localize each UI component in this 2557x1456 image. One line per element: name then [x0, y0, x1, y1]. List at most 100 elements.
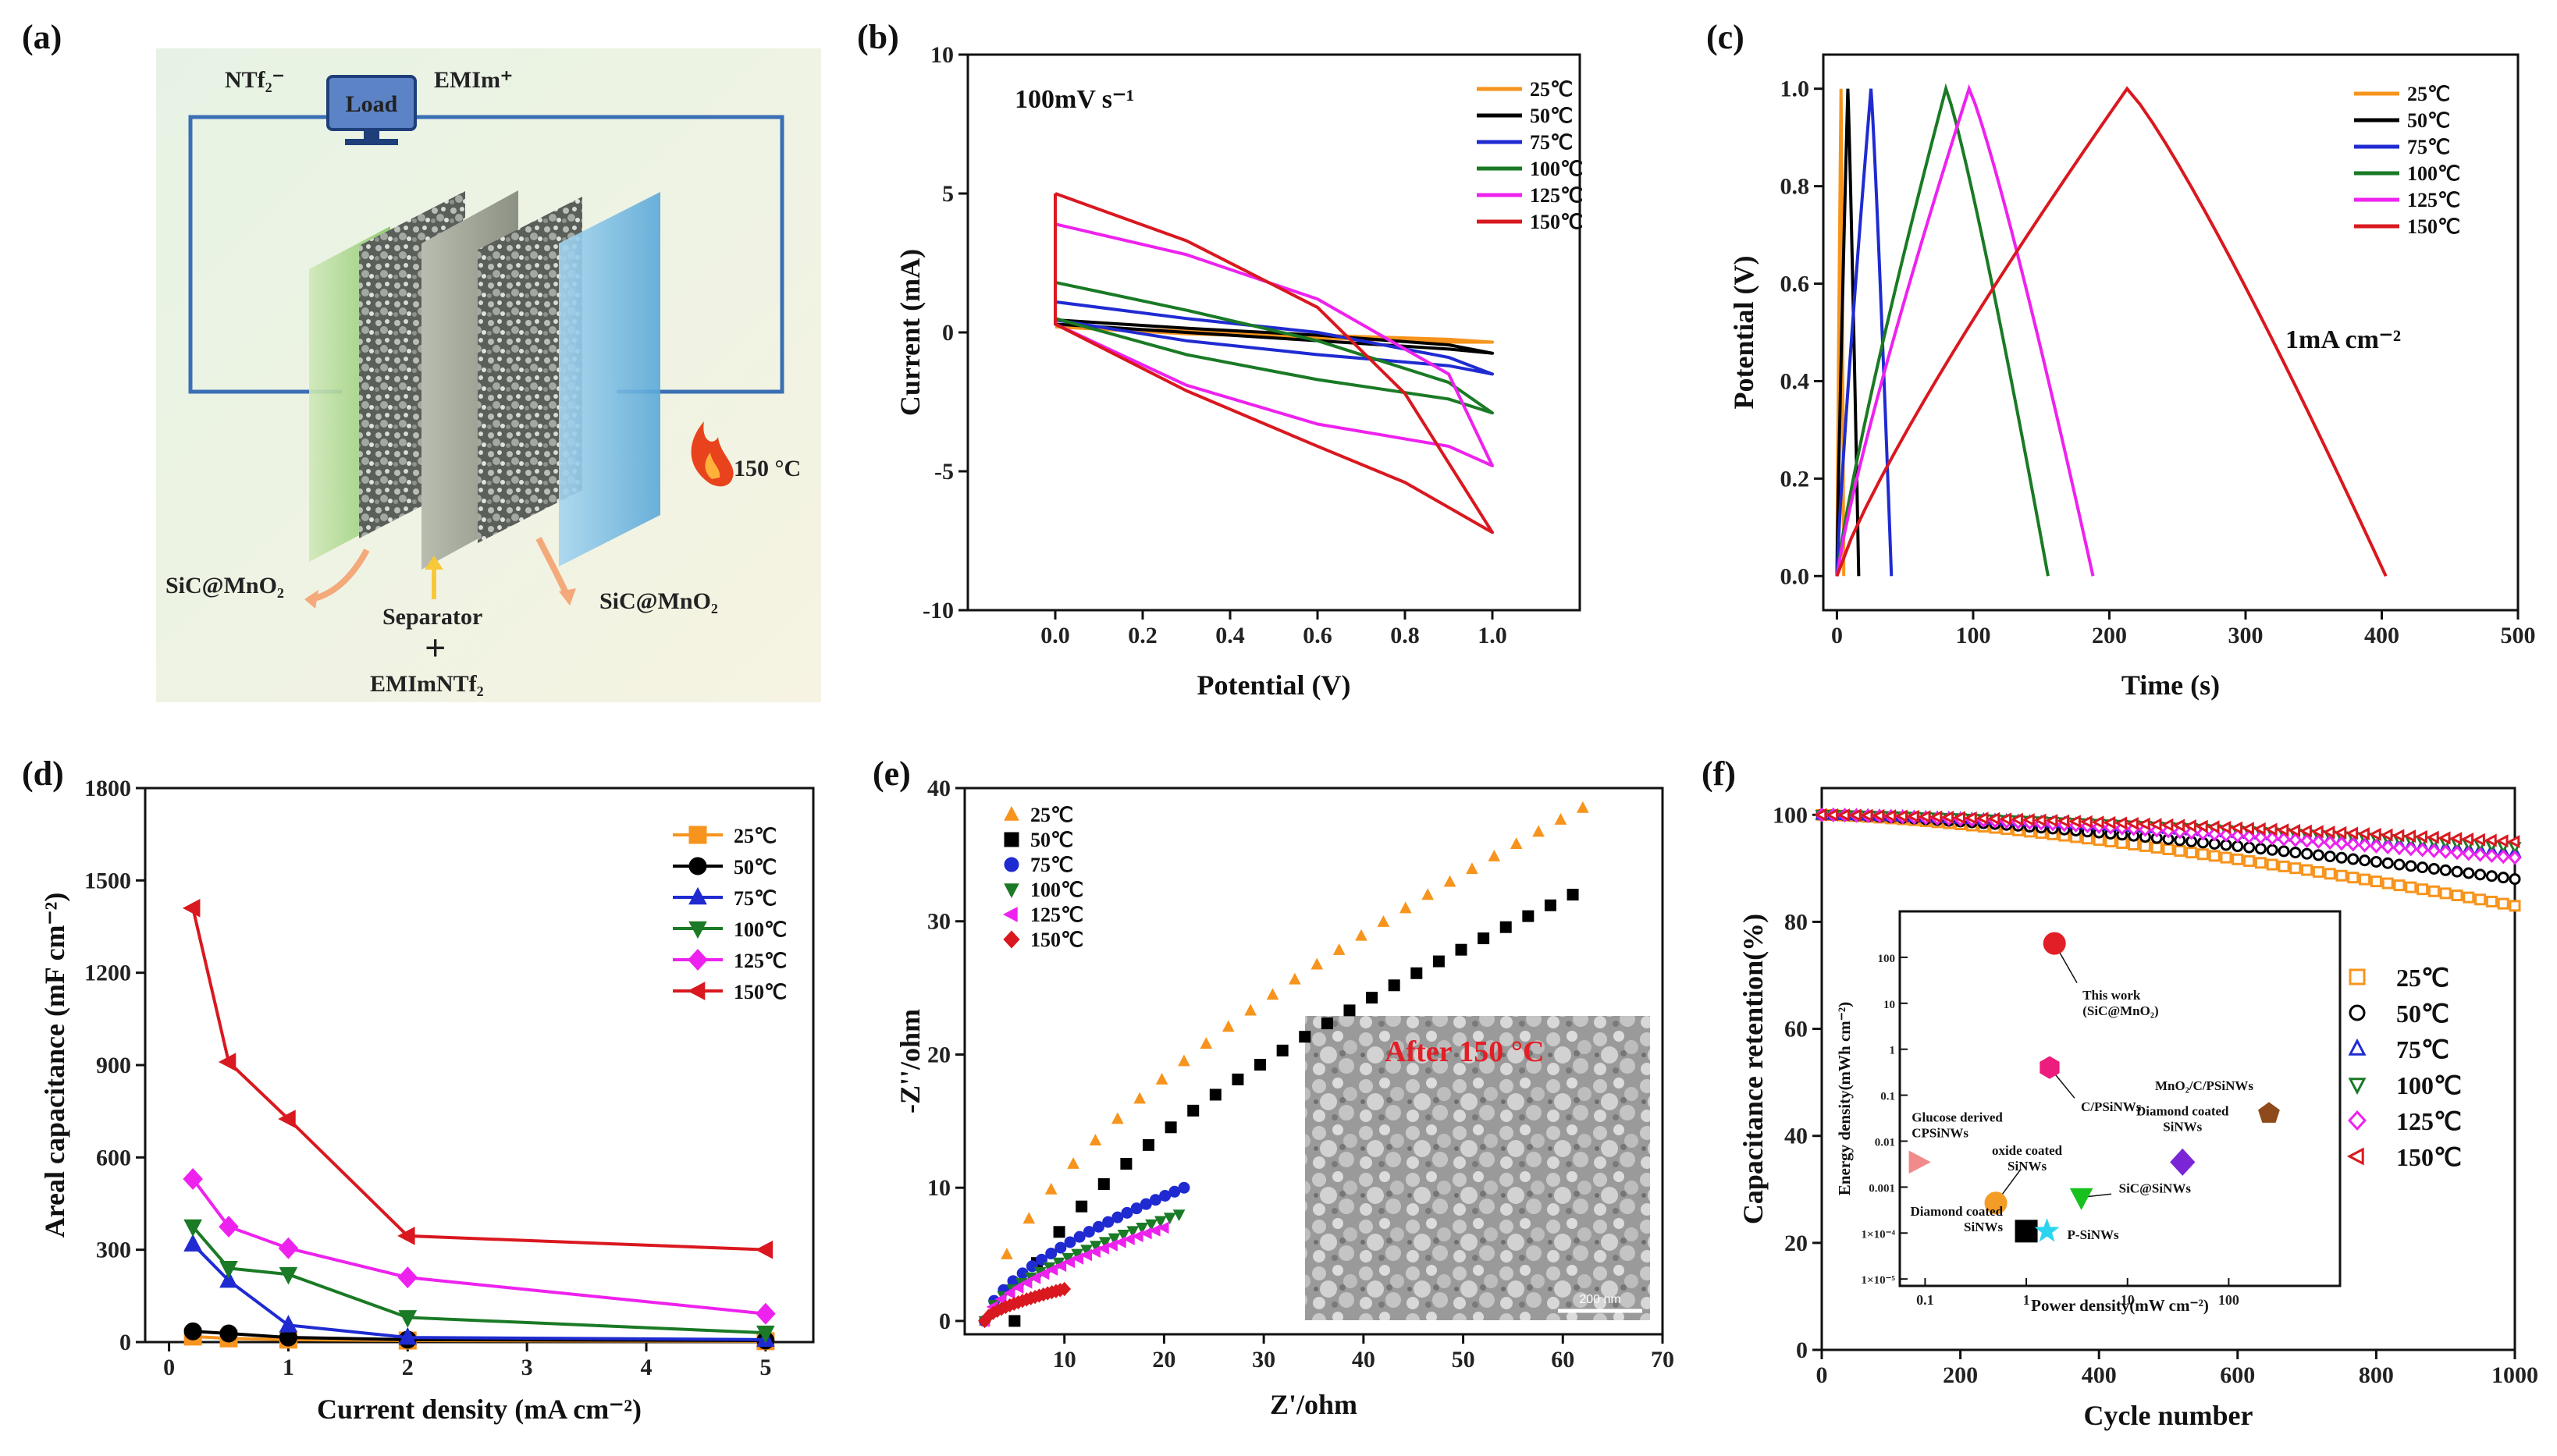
nyquist-point-25: [1155, 1072, 1168, 1085]
inset-xtick-label: 1: [2023, 1292, 2030, 1308]
panel-c-label: (c): [1706, 18, 1744, 56]
nyquist-point-50: [1076, 1200, 1088, 1213]
panel-b-scan-rate: 100mV s⁻¹: [1015, 85, 1134, 114]
retention-point-50: [2266, 843, 2278, 856]
gcd-curve-125: [1835, 83, 2095, 577]
retention-point-50: [2393, 858, 2406, 871]
legend-b-label-25: 25℃: [1530, 78, 1573, 101]
1-ytick-label: 0.2: [1780, 466, 1810, 492]
panel-e-ticks: 10 20 30 40 50 60 70 0 10 20 30 40: [927, 776, 1674, 1373]
inset-xtick-label: 100: [2218, 1292, 2239, 1308]
2-xtick-label: 2: [402, 1355, 414, 1380]
nyquist-point-50: [1254, 1059, 1267, 1071]
retention-point-25: [2254, 857, 2267, 869]
retention-point-125: [2462, 846, 2476, 861]
0-ytick-label: 5: [942, 181, 954, 207]
4-xtick-label: 600: [2220, 1362, 2255, 1388]
capacitance-point-75: [183, 1234, 202, 1252]
retention-point-150: [2033, 813, 2047, 827]
panel-d: (d) 0 1 2 3 4 5 0 300 600 900 1200 1500 1800 25℃ 50℃ 7…: [22, 755, 815, 1425]
inset-frame: [1898, 910, 2342, 1287]
inset-point-label: Diamond coated: [1911, 1204, 2004, 1219]
retention-point-150: [2207, 820, 2220, 834]
flame-icon: [691, 421, 734, 487]
nyquist-point-50: [1299, 1031, 1311, 1043]
capacitance-point-125: [397, 1266, 418, 1289]
0-ytick-label: -5: [934, 459, 954, 485]
nyquist-point-50: [1567, 889, 1579, 901]
retention-point-25: [2162, 843, 2175, 855]
retention-point-25: [2497, 897, 2509, 910]
2-ytick-label: 600: [96, 1145, 131, 1170]
inset-point-label: P-SiNWs: [2068, 1227, 2120, 1242]
nyquist-point-75: [1073, 1230, 1086, 1243]
retention-point-25: [2278, 860, 2290, 872]
inset-xtick-label: 0.1: [1916, 1292, 1934, 1308]
inset-ytick-label: 1: [1890, 1045, 1896, 1057]
2-ytick-label: 300: [96, 1238, 131, 1263]
anion-label: NTf₂⁻: [225, 67, 285, 93]
panel-f-legend: 25℃ 50℃ 75℃ 100℃ 125℃ 150℃: [2346, 964, 2462, 1171]
nyquist-point-125: [1063, 1255, 1076, 1269]
capacitance-point-125: [183, 1168, 203, 1190]
nyquist-point-125: [1054, 1259, 1067, 1273]
retention-point-25: [2312, 865, 2324, 878]
nyquist-point-50: [1143, 1138, 1155, 1151]
legend-d-label-150: 150℃: [734, 981, 787, 1003]
nyquist-point-125: [1097, 1242, 1109, 1255]
4-ytick-label: 20: [1784, 1230, 1808, 1256]
retention-point-150: [2091, 815, 2104, 829]
retention-point-150: [1837, 808, 1850, 822]
retention-point-125: [2438, 844, 2452, 860]
nyquist-point-75: [1130, 1202, 1143, 1215]
load-monitor: Load: [326, 75, 417, 145]
retention-point-25: [2359, 873, 2371, 886]
nyquist-point-125: [1020, 1277, 1033, 1289]
inset-point-6: [2069, 1188, 2093, 1210]
retention-point-50: [2439, 864, 2452, 876]
legend-d-marker-150: [687, 982, 706, 1000]
2-ytick-label: 1800: [84, 776, 131, 801]
inset-ytick-label: 1×10⁻⁴: [1862, 1228, 1896, 1241]
nyquist-point-100: [1126, 1226, 1140, 1238]
2-ytick-label: 1200: [84, 961, 131, 986]
retention-point-150: [2414, 829, 2427, 843]
panel-e-legend: 25℃ 50℃ 75℃ 100℃ 125℃ 150℃: [1003, 804, 1083, 951]
1-ytick-label: 0.6: [1780, 272, 1810, 297]
inset-point-sublabel: CPSiNWs: [1912, 1125, 1968, 1140]
retention-point-25: [2485, 895, 2498, 907]
0-xtick-label: 0.8: [1390, 623, 1420, 648]
retention-point-25: [2232, 853, 2244, 865]
retention-point-50: [2243, 841, 2256, 854]
nyquist-point-50: [1276, 1044, 1289, 1056]
nyquist-point-75: [1178, 1181, 1190, 1194]
nyquist-point-25: [1488, 850, 1501, 861]
retention-point-125: [2265, 830, 2279, 846]
nyquist-point-75: [1045, 1248, 1058, 1260]
inset-xlabel: Power density(mW cm⁻²): [2031, 1296, 2209, 1315]
inset-ytick-label: 1×10⁻⁵: [1862, 1274, 1896, 1287]
retention-point-150: [2438, 831, 2451, 845]
retention-point-150: [1918, 810, 1931, 824]
nyquist-point-125: [1029, 1272, 1041, 1284]
2-xtick-label: 0: [163, 1355, 175, 1380]
nyquist-point-50: [1120, 1158, 1133, 1170]
nyquist-point-75: [1111, 1211, 1124, 1223]
nyquist-point-25: [1532, 825, 1545, 837]
4-xtick-label: 800: [2359, 1362, 2394, 1388]
nyquist-point-50: [1343, 1004, 1356, 1017]
legend-c-label-75: 75℃: [2407, 136, 2450, 158]
retention-point-125: [2311, 834, 2326, 850]
capacitance-point-100: [183, 1219, 202, 1238]
retention-point-125: [2427, 843, 2441, 858]
energy-power-inset: 0.1 1 10 1001×10⁻⁵1×10⁻⁴0.0010.010.1110100 …: [1835, 910, 2342, 1315]
inset-point-label: Glucose derived: [1912, 1110, 2003, 1124]
nyquist-point-50: [1499, 921, 1512, 933]
retention-point-50: [2463, 867, 2475, 879]
legend-d-label-50: 50℃: [734, 856, 777, 879]
retention-point-50: [2324, 851, 2336, 863]
sem-inset: After 150 °C 200 nm: [1305, 1016, 1650, 1320]
retention-point-125: [2381, 840, 2395, 855]
nyquist-point-125: [1037, 1267, 1050, 1280]
retention-point-150: [2402, 829, 2417, 843]
